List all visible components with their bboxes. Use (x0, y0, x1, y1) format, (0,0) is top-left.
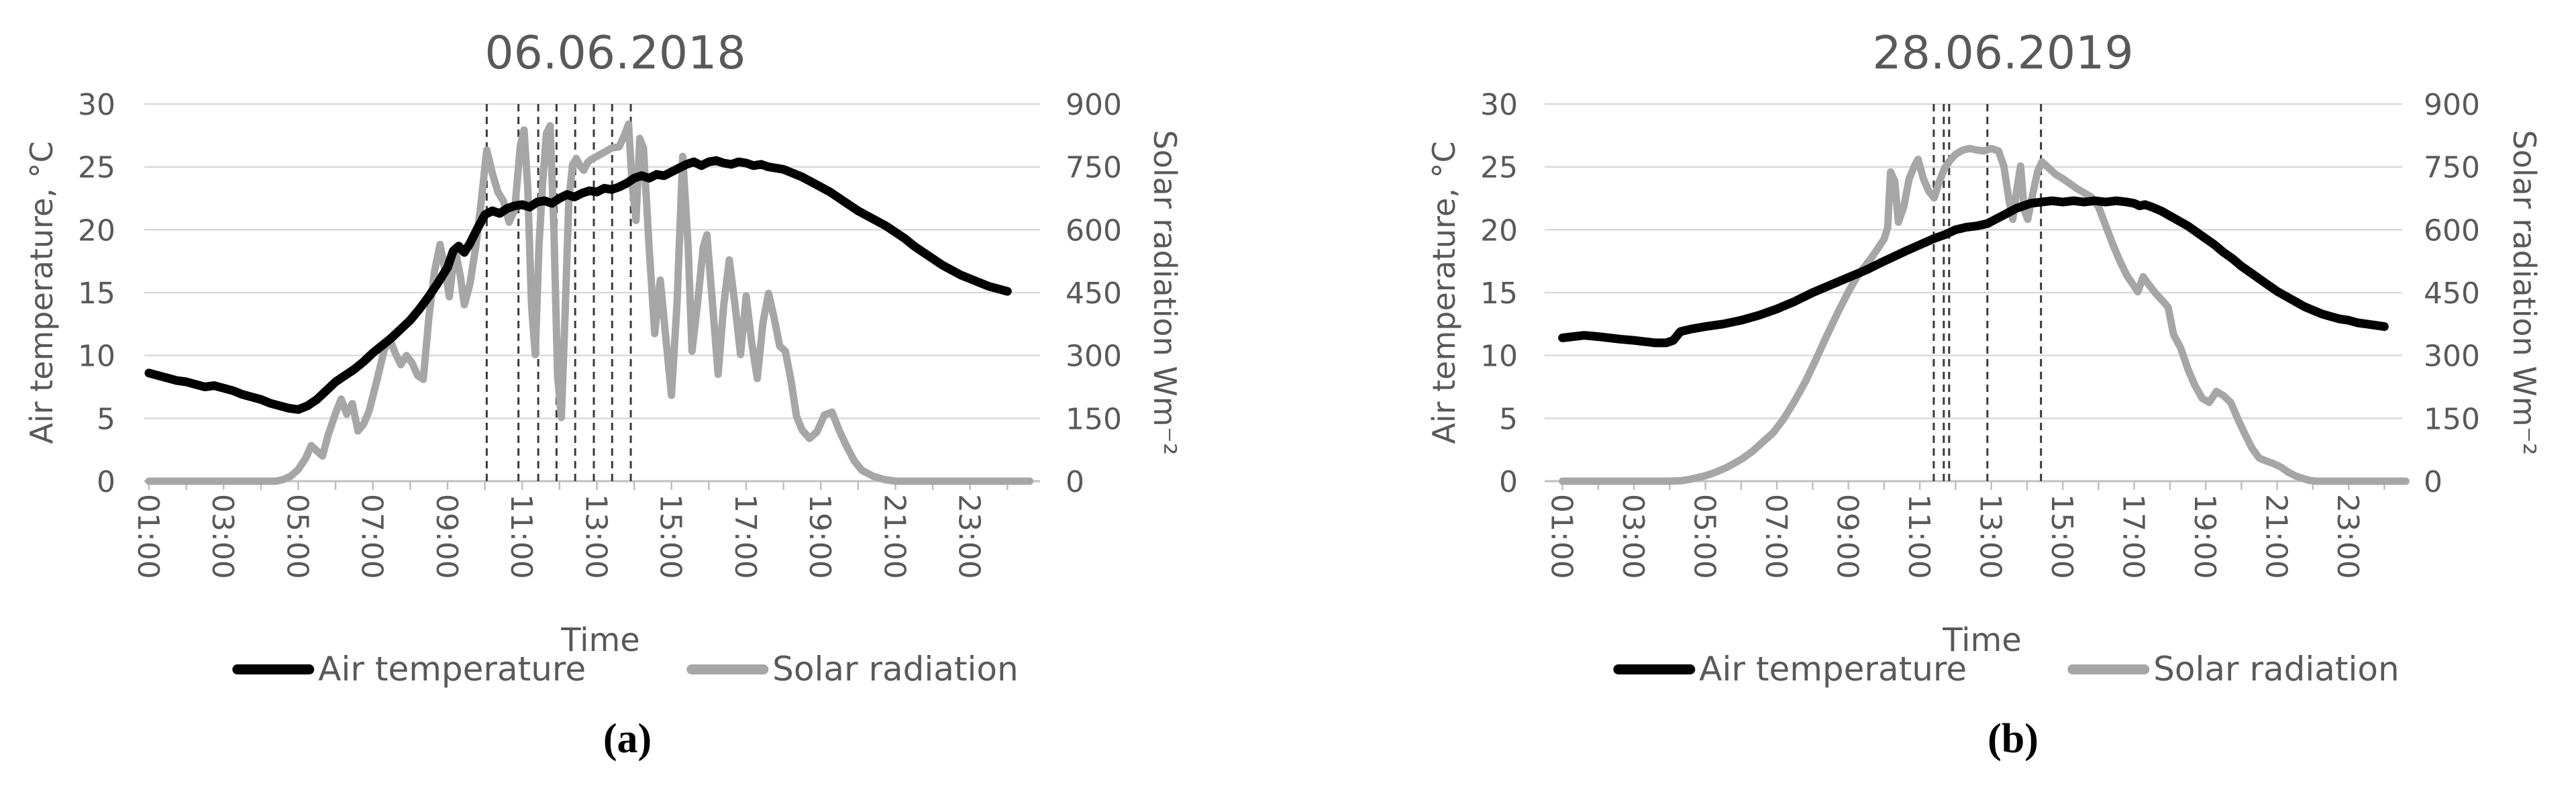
legend-item-temperature: Air temperature (1613, 650, 1967, 689)
x-axis-tick-label: 19:00 (803, 494, 837, 579)
x-axis-tick-label: 21:00 (2259, 494, 2294, 579)
y-axis-tick-label-right: 600 (2424, 213, 2480, 248)
x-axis-tick-label: 15:00 (654, 494, 688, 579)
x-axis-tick-label: 15:00 (2045, 494, 2079, 579)
y-axis-tick-label-left: 20 (1480, 213, 1518, 248)
x-axis-tick-label: 23:00 (952, 494, 986, 579)
y-axis-tick-label-right: 150 (2424, 402, 2480, 436)
chart-title: 28.06.2019 (1872, 27, 2134, 80)
legend-label: Air temperature (318, 650, 586, 689)
y-axis-tick-label-right: 150 (1066, 402, 1122, 436)
x-axis-tick-label: 17:00 (728, 494, 762, 579)
x-axis-tick-label: 03:00 (205, 494, 240, 579)
x-axis-tick-label: 07:00 (355, 494, 389, 579)
air-temperature-line (1558, 196, 2389, 348)
y-axis-tick-label-left: 10 (1480, 340, 1518, 374)
y-axis-tick-label-right: 900 (1066, 88, 1122, 122)
legend-label: Air temperature (1699, 650, 1967, 689)
y-axis-tick-label-left: 20 (78, 213, 115, 248)
y-axis-tick-label-right: 0 (2424, 465, 2442, 499)
x-axis-tick-label: 05:00 (280, 494, 314, 579)
y-axis-tick-label-left: 0 (1499, 465, 1518, 499)
legend: Air temperature Solar radiation (1613, 650, 2400, 689)
x-axis-tick-label: 13:00 (578, 494, 613, 579)
x-axis-tick-label: 19:00 (2187, 494, 2222, 579)
legend-item-temperature: Air temperature (232, 650, 586, 689)
y-axis-tick-label-right: 450 (1066, 276, 1122, 311)
legend-label: Solar radiation (772, 650, 1019, 689)
y-axis-tick-label-left: 30 (78, 88, 115, 122)
y-axis-tick-label-left: 25 (1480, 151, 1518, 185)
x-axis-tick-label: 09:00 (429, 494, 464, 579)
subfigure-caption: (a) (603, 716, 652, 762)
legend-item-solar: Solar radiation (2067, 650, 2400, 689)
y-axis-tick-label-left: 5 (1499, 402, 1518, 436)
y-axis-tick-label-right: 0 (1066, 465, 1084, 499)
y-axis-tick-label-left: 15 (78, 276, 115, 311)
x-axis-tick-label: 23:00 (2330, 494, 2365, 579)
y-axis-tick-label-left: 0 (97, 465, 115, 499)
x-axis-tick-label: 09:00 (1831, 494, 1865, 579)
x-axis-tick-label: 11:00 (1902, 494, 1936, 579)
y-axis-tick-label-left: 30 (1480, 88, 1518, 122)
x-axis-tick-label: 05:00 (1688, 494, 1722, 579)
air-temperature-line (144, 156, 1012, 414)
legend-label: Solar radiation (2153, 650, 2400, 689)
x-axis-tick-label: 21:00 (877, 494, 911, 579)
solar-line-swatch (2067, 664, 2150, 674)
x-axis-tick-label: 03:00 (1616, 494, 1650, 579)
y-axis-tick-label-right: 750 (2424, 151, 2480, 185)
solar-radiation-line (145, 120, 1034, 485)
solar-line-swatch (686, 664, 769, 674)
legend: Air temperature Solar radiation (232, 650, 1019, 689)
y-axis-tick-label-right: 750 (1066, 151, 1122, 185)
y-axis-tick-label-right: 450 (2424, 276, 2480, 311)
y-axis-tick-label-left: 5 (97, 402, 115, 436)
y-axis-tick-label-left: 25 (78, 151, 115, 185)
y-axis-tick-label-right: 300 (1066, 340, 1122, 374)
y-axis-tick-label-right: 600 (1066, 213, 1122, 248)
y-axis-tick-label-right: 900 (2424, 88, 2480, 122)
x-axis-title: Time (1943, 621, 2022, 659)
chart-title: 06.06.2018 (484, 27, 746, 80)
y-axis-title-left: Air temperature, °C (23, 141, 60, 444)
x-axis-tick-label: 13:00 (1973, 494, 2008, 579)
legend-item-solar: Solar radiation (686, 650, 1019, 689)
x-axis-tick-label: 17:00 (2116, 494, 2151, 579)
y-axis-title-right: Solar radiation Wm⁻² (2506, 130, 2542, 456)
solar-radiation-line (1559, 144, 2410, 485)
temperature-line-swatch (232, 664, 315, 674)
y-axis-title-right: Solar radiation Wm⁻² (1147, 130, 1183, 456)
x-axis-tick-label: 11:00 (504, 494, 538, 579)
subfigure-caption: (b) (1988, 716, 2039, 762)
y-axis-title-left: Air temperature, °C (1426, 141, 1462, 444)
temperature-line-swatch (1613, 664, 1696, 674)
y-axis-tick-label-right: 300 (2424, 340, 2480, 374)
x-axis-title: Time (561, 621, 640, 659)
y-axis-tick-label-left: 15 (1480, 276, 1518, 311)
x-axis-tick-label: 01:00 (1545, 494, 1579, 579)
y-axis-tick-label-left: 10 (78, 340, 115, 374)
x-axis-tick-label: 07:00 (1759, 494, 1793, 579)
x-axis-tick-label: 01:00 (131, 494, 165, 579)
